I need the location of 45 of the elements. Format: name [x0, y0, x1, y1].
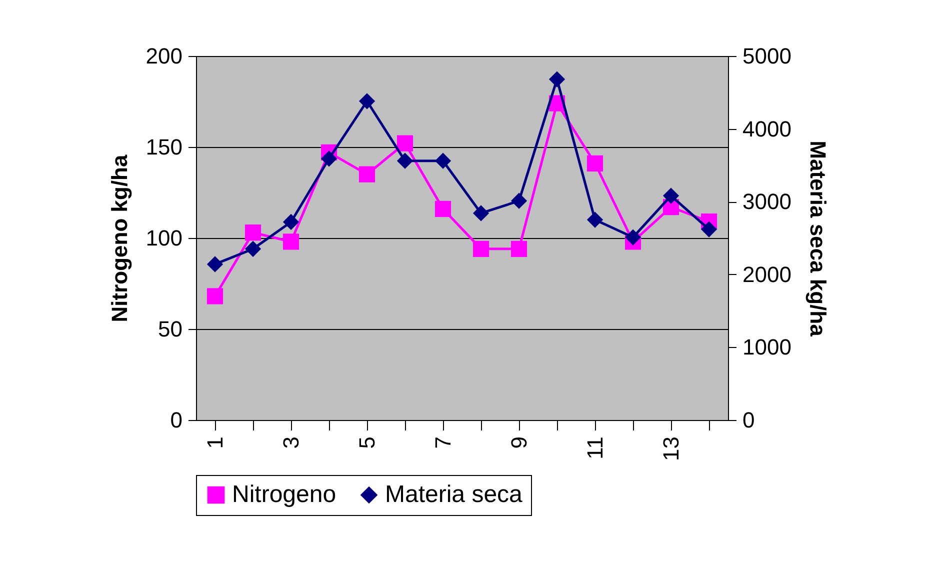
y-tick-label: 150: [146, 134, 182, 160]
y2-tick-label: 3000: [742, 189, 792, 214]
point: [206, 256, 224, 272]
x-tick-label: 5: [354, 436, 380, 449]
point: [624, 229, 642, 246]
point: [434, 200, 452, 217]
point: [282, 234, 300, 250]
point: [662, 188, 680, 204]
point: [244, 240, 262, 257]
y2-tick-label: 2000: [742, 262, 792, 287]
point: [700, 221, 718, 238]
point: [358, 93, 376, 110]
y-axis-title: Nitrogeno kg/ha: [106, 154, 132, 322]
point: [472, 205, 490, 222]
point: [434, 152, 452, 169]
point: [320, 150, 338, 167]
legend-label: Nitrogeno: [232, 481, 336, 508]
y-tick-label: 200: [146, 44, 182, 68]
point: [396, 135, 414, 152]
point: [358, 166, 376, 182]
point: [510, 240, 528, 257]
x-tick-label: 1: [202, 436, 228, 449]
y2-tick-label: 1000: [742, 334, 792, 360]
x-tick-label: 3: [278, 436, 304, 449]
point: [206, 288, 224, 304]
y2-tick-label: 0: [742, 408, 755, 432]
point: [472, 240, 490, 257]
y2-tick-label: 4000: [742, 116, 792, 142]
point: [244, 224, 262, 241]
x-tick-label: 11: [582, 436, 608, 460]
x-tick-label: 7: [430, 436, 456, 449]
point: [586, 212, 604, 228]
point: [396, 152, 414, 169]
y-tick-label: 50: [158, 316, 182, 342]
point: [510, 192, 528, 209]
point: [282, 214, 300, 230]
point: [586, 155, 604, 172]
legend-label: Materia seca: [385, 481, 524, 508]
x-tick-label: 13: [658, 436, 684, 461]
y2-axis-title: Materia seca kg/ha: [805, 140, 830, 338]
point: [548, 71, 566, 88]
x-tick-label: 9: [506, 436, 532, 449]
y2-tick-label: 5000: [742, 44, 792, 68]
y-tick-label: 100: [146, 226, 182, 250]
y-tick-label: 0: [170, 408, 182, 432]
